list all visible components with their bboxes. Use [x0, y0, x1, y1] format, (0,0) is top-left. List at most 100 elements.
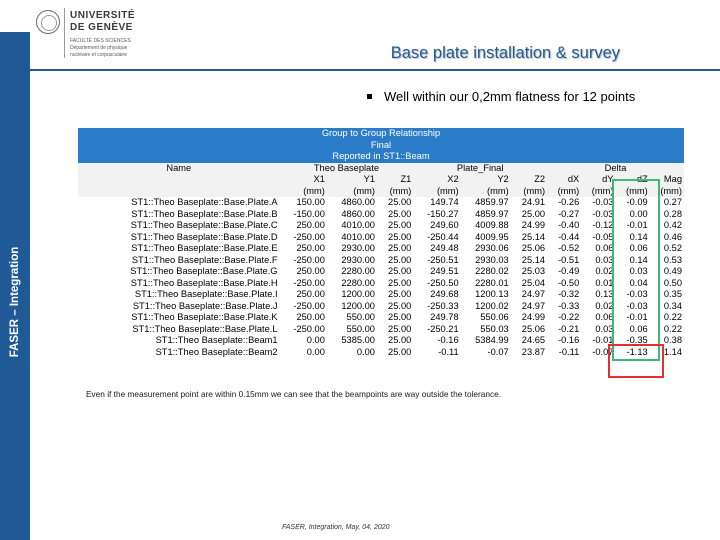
table-row: ST1::Theo Baseplate::Base.Plate.F -250.00… [78, 255, 684, 267]
value-cell: 2930.06 [475, 243, 509, 253]
value-cell: 0.14 [629, 254, 648, 265]
value-cell: 249.60 [430, 220, 459, 230]
point-name-cell: ST1::Theo Baseplate::Base.Plate.F [131, 254, 278, 265]
point-name-cell: ST1::Theo Baseplate::Base.Plate.D [130, 231, 278, 242]
value-cell: -250.21 [427, 323, 459, 334]
survey-table: Group to Group Relationship Final Report… [78, 128, 684, 358]
value-cell: -0.09 [626, 197, 648, 207]
point-name-cell: ST1::Theo Baseplate::Base.Plate.H [130, 277, 278, 288]
column-unit: (mm) [510, 185, 548, 197]
table-note: Even if the measurement point are within… [86, 389, 502, 399]
value-cell: 24.99 [521, 312, 546, 322]
value-cell: 25.00 [388, 197, 412, 207]
value-cell: -250.00 [293, 277, 325, 288]
point-name-cell: ST1::Theo Baseplate::Base.Plate.J [132, 300, 278, 311]
value-cell: 250.00 [296, 312, 325, 322]
value-cell: -0.21 [558, 323, 580, 334]
value-cell: 550.00 [346, 312, 375, 322]
value-cell: -250.00 [293, 231, 325, 242]
value-cell: 24.99 [521, 220, 546, 230]
value-cell: 5384.99 [475, 335, 509, 345]
table-header-line3: Reported in ST1::Beam [78, 151, 684, 163]
value-cell: -0.16 [558, 335, 580, 345]
point-name-cell: ST1::Theo Baseplate::Base.Plate.E [131, 243, 278, 253]
column-group-name: Name [78, 162, 280, 174]
table-row: ST1::Theo Baseplate::Base.Plate.K 250.00 5… [78, 312, 684, 324]
value-cell: 25.14 [521, 254, 546, 265]
bullet-square-icon [367, 94, 372, 100]
value-cell: 0.50 [663, 277, 682, 288]
value-cell: 5385.00 [341, 335, 375, 345]
column-unit: (mm) [326, 185, 377, 197]
value-cell: -250.00 [293, 323, 325, 334]
value-cell: 550.00 [346, 323, 375, 334]
value-cell: 2280.01 [475, 277, 509, 288]
table-row: ST1::Theo Baseplate::Base.Plate.G 250.00 2… [78, 266, 684, 278]
bullet-text: Well within our 0,2mm flatness for 12 po… [384, 89, 636, 104]
value-cell: -0.35 [626, 335, 648, 345]
table-header-line1: Group to Group Relationship [78, 128, 684, 140]
table-row: ST1::Theo Baseplate::Beam2 0.00 0.00 25.00 -… [78, 347, 684, 359]
column-unit: (mm) [279, 185, 327, 197]
value-cell: 0.28 [663, 208, 682, 219]
value-cell: -150.00 [293, 208, 325, 219]
value-cell: 0.22 [663, 312, 682, 322]
value-cell: 24.97 [521, 289, 546, 299]
value-cell: 2930.03 [475, 254, 509, 265]
value-cell: -0.44 [558, 231, 580, 242]
column-header: Y2 [460, 174, 511, 186]
table-row: ST1::Theo Baseplate::Base.Plate.A 150.00 4… [78, 197, 684, 209]
value-cell: 0.42 [663, 220, 682, 230]
point-name-cell: ST1::Theo Baseplate::Beam2 [155, 346, 278, 357]
value-cell: 4009.88 [475, 220, 509, 230]
value-cell: 2930.00 [341, 254, 375, 265]
value-cell: 0.06 [629, 323, 648, 334]
value-cell: 0.06 [595, 312, 614, 322]
value-cell: -250.50 [427, 277, 459, 288]
value-cell: 25.00 [388, 312, 412, 322]
value-cell: 4859.97 [475, 197, 509, 207]
value-cell: 149.74 [430, 197, 459, 207]
table-row: ST1::Theo Baseplate::Base.Plate.D -250.00… [78, 232, 684, 244]
point-name-cell: ST1::Theo Baseplate::Base.Plate.C [130, 220, 278, 230]
value-cell: 2280.00 [341, 277, 375, 288]
value-cell: -150.27 [427, 208, 459, 219]
value-cell: 0.49 [663, 266, 682, 276]
beam-dz-highlight [608, 344, 664, 378]
value-cell: 0.27 [663, 197, 682, 207]
value-cell: -0.33 [558, 300, 580, 311]
value-cell: 0.04 [629, 277, 648, 288]
point-name-cell: ST1::Theo Baseplate::Base.Plate.K [131, 312, 278, 322]
value-cell: 25.00 [388, 346, 412, 357]
value-cell: 0.46 [663, 231, 682, 242]
value-cell: 25.06 [521, 243, 546, 253]
value-cell: 0.00 [356, 346, 375, 357]
value-cell: 249.51 [430, 266, 459, 276]
column-header: Z2 [510, 174, 548, 186]
value-cell: 25.00 [388, 323, 412, 334]
value-cell: 0.00 [306, 335, 325, 345]
value-cell: 0.14 [629, 231, 648, 242]
value-cell: 25.00 [388, 220, 412, 230]
column-unit: (mm) [649, 185, 684, 197]
value-cell: -0.51 [558, 254, 580, 265]
value-cell: 0.22 [663, 323, 682, 334]
column-unit: (mm) [581, 185, 616, 197]
value-cell: 0.03 [595, 323, 614, 334]
value-cell: -0.50 [558, 277, 580, 288]
table-header-line2: Final [78, 139, 684, 151]
value-cell: 1200.00 [341, 289, 375, 299]
table-row: ST1::Theo Baseplate::Base.Plate.H -250.00… [78, 278, 684, 290]
university-seal-icon [36, 10, 60, 34]
value-cell: 25.04 [521, 277, 546, 288]
value-cell: 25.06 [521, 323, 546, 334]
column-header: Z1 [376, 174, 414, 186]
value-cell: 0.06 [595, 243, 614, 253]
value-cell: 0.06 [629, 243, 648, 253]
value-cell: 250.00 [296, 289, 325, 299]
value-cell: 4010.00 [341, 220, 375, 230]
value-cell: -0.40 [558, 220, 580, 230]
value-cell: 25.00 [388, 289, 412, 299]
column-group-theo: Theo Baseplate [279, 162, 414, 174]
value-cell: -0.26 [558, 197, 580, 207]
